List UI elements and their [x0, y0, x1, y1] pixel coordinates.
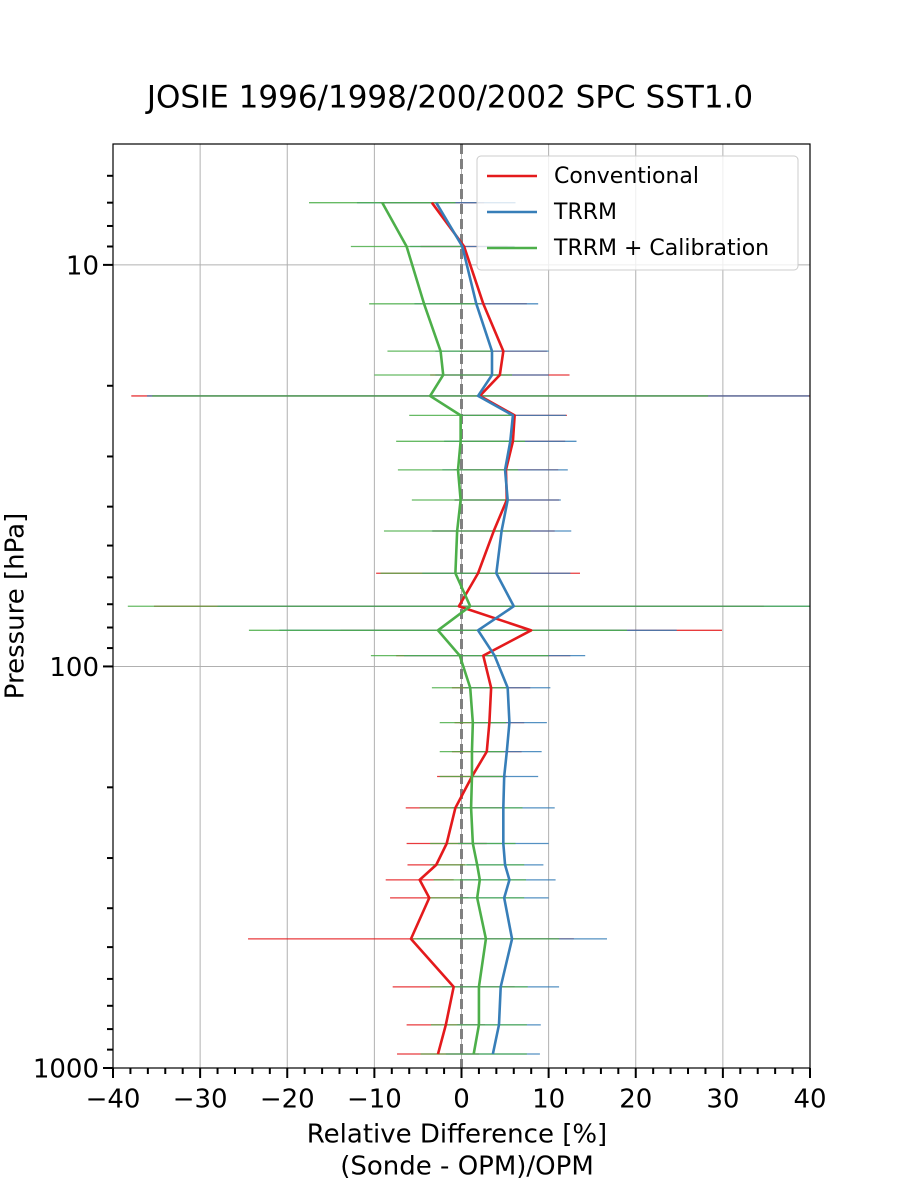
- y-tick-label: 10: [66, 251, 99, 281]
- x-axis-label: (Sonde - OPM)/OPM: [340, 1152, 594, 1182]
- series-line: [381, 202, 488, 1055]
- plot-frame: [112, 143, 811, 1069]
- chart-title: JOSIE 1996/1998/200/2002 SPC SST1.0: [145, 80, 753, 116]
- series-line: [435, 202, 516, 1055]
- x-axis-label: Relative Difference [%]: [307, 1120, 607, 1150]
- legend-label: TRRM + Calibration: [553, 236, 769, 261]
- x-tick-label: −20: [260, 1085, 315, 1115]
- x-tick-label: −30: [173, 1085, 228, 1115]
- x-tick-label: 10: [532, 1085, 565, 1115]
- x-tick-label: −10: [347, 1085, 402, 1115]
- plot-area: [127, 201, 810, 1055]
- legend-box: [476, 155, 799, 271]
- x-tick-label: 20: [619, 1085, 652, 1115]
- x-tick-label: 40: [793, 1085, 826, 1115]
- y-tick-label: 1000: [33, 1055, 99, 1085]
- y-tick-label: 100: [49, 653, 99, 683]
- x-tick-label: −40: [86, 1085, 141, 1115]
- series-line: [409, 201, 533, 1055]
- legend-label: Conventional: [554, 164, 699, 189]
- x-tick-label: 0: [453, 1085, 470, 1115]
- legend-label: TRRM: [553, 200, 617, 225]
- x-tick-label: 30: [706, 1085, 739, 1115]
- y-axis-label: Pressure [hPa]: [1, 513, 31, 700]
- legend: Conventional TRRM TRRM + Calibration: [476, 155, 799, 271]
